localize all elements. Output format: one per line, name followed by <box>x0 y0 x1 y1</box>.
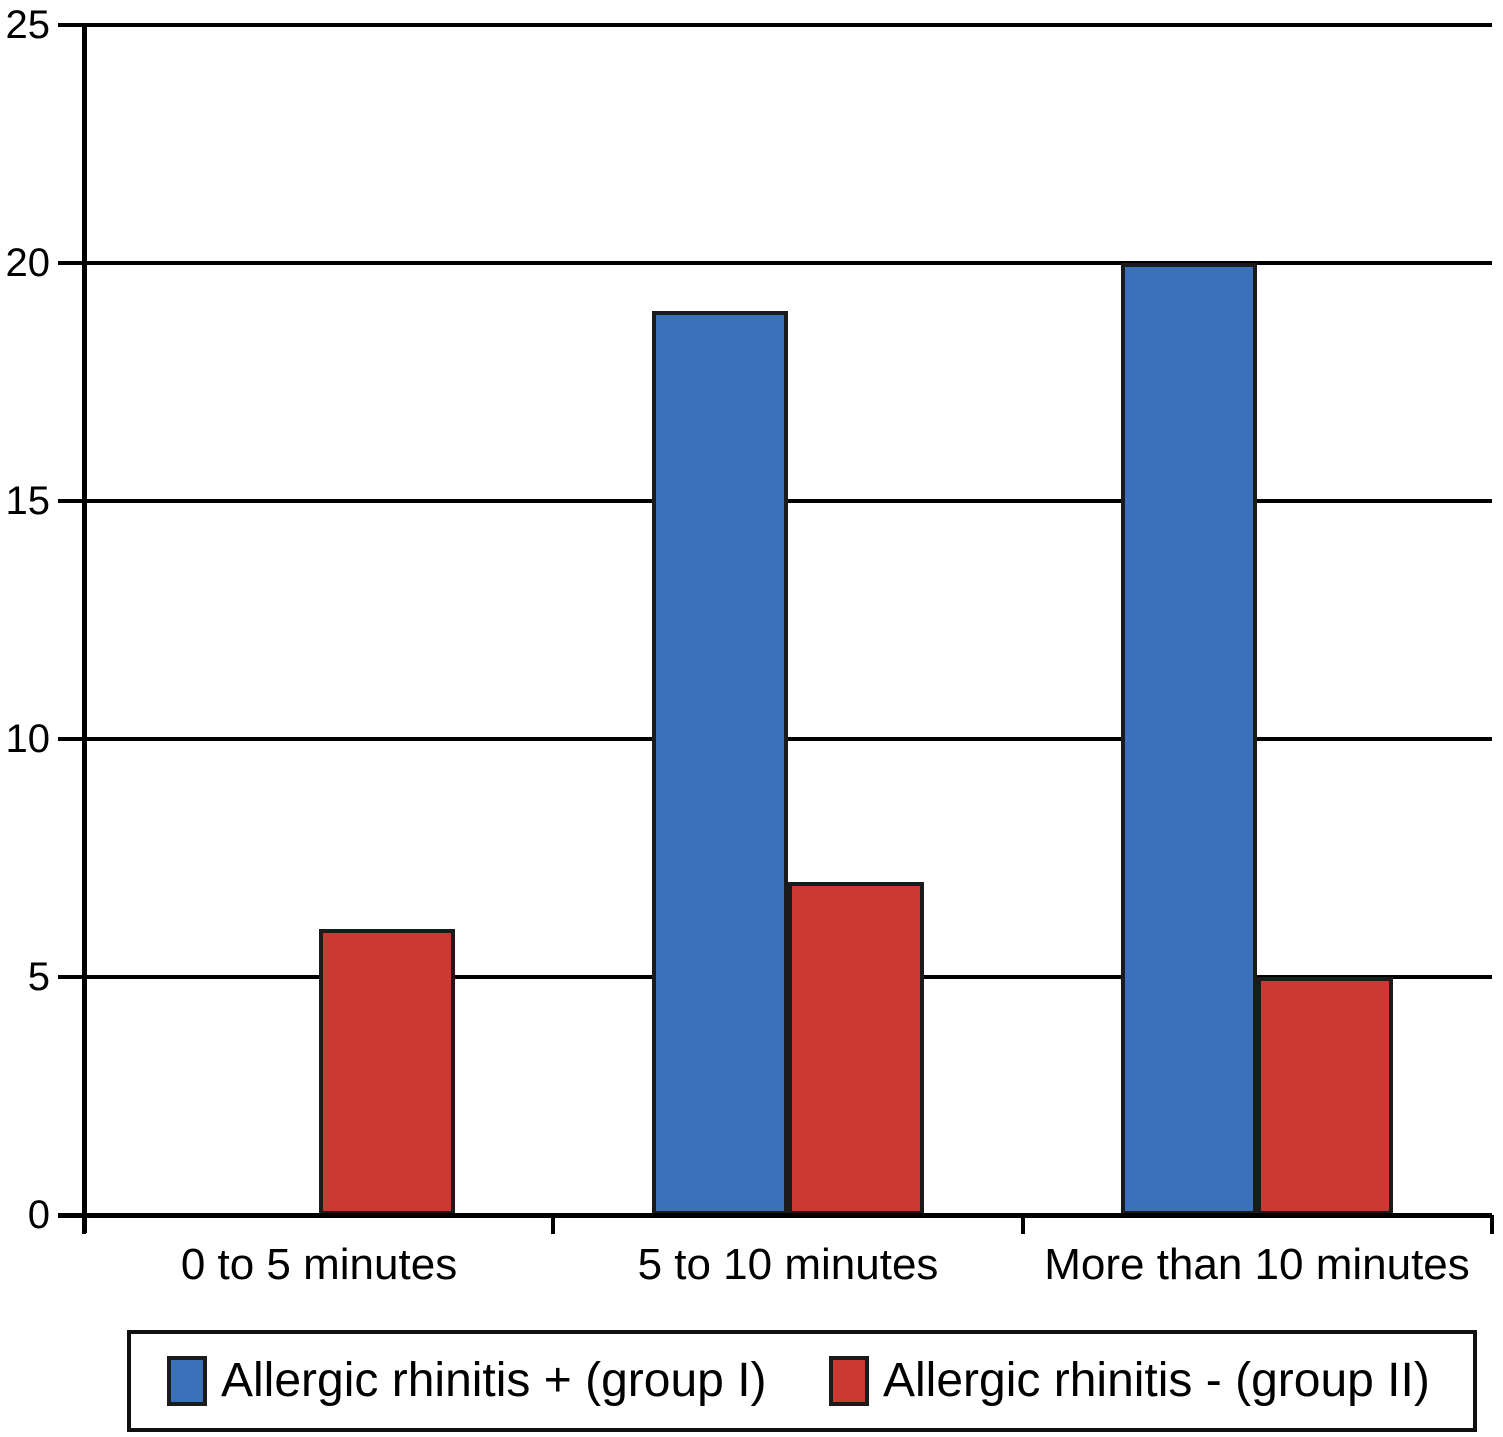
category-label-3: More than 10 minutes <box>1044 1240 1470 1289</box>
x-axis-tick-3 <box>1490 1215 1494 1234</box>
legend-box: Allergic rhinitis + (group I) Allergic r… <box>127 1330 1477 1432</box>
y-axis-line <box>82 23 87 1233</box>
y-tick-label-0: 0 <box>27 1193 50 1237</box>
legend-label-group1: Allergic rhinitis + (group I) <box>221 1354 767 1407</box>
legend-swatch-red <box>829 1356 869 1406</box>
y-tick-label-15: 15 <box>5 479 51 523</box>
legend-item-group1: Allergic rhinitis + (group I) <box>167 1334 767 1428</box>
y-tick-label-5: 5 <box>27 955 50 999</box>
bar-red-cat3 <box>1257 977 1393 1215</box>
x-axis-line <box>58 1213 1492 1218</box>
gridline-25 <box>58 23 1492 27</box>
x-axis-tick-2 <box>1021 1215 1025 1234</box>
x-axis-tick-1 <box>551 1215 555 1234</box>
category-label-2: 5 to 10 minutes <box>637 1240 939 1289</box>
legend-label-group2: Allergic rhinitis - (group II) <box>883 1354 1430 1407</box>
gridline-20 <box>58 261 1492 265</box>
legend-item-group2: Allergic rhinitis - (group II) <box>829 1334 1430 1428</box>
bar-blue-cat2 <box>652 311 788 1215</box>
category-label-1: 0 to 5 minutes <box>180 1240 458 1289</box>
bar-red-cat1 <box>319 929 455 1215</box>
y-tick-label-25: 25 <box>5 3 51 47</box>
y-tick-label-10: 10 <box>5 717 51 761</box>
bar-blue-cat3 <box>1121 263 1257 1215</box>
legend-swatch-blue <box>167 1356 207 1406</box>
bar-red-cat2 <box>788 882 924 1215</box>
y-tick-label-20: 20 <box>5 241 51 285</box>
